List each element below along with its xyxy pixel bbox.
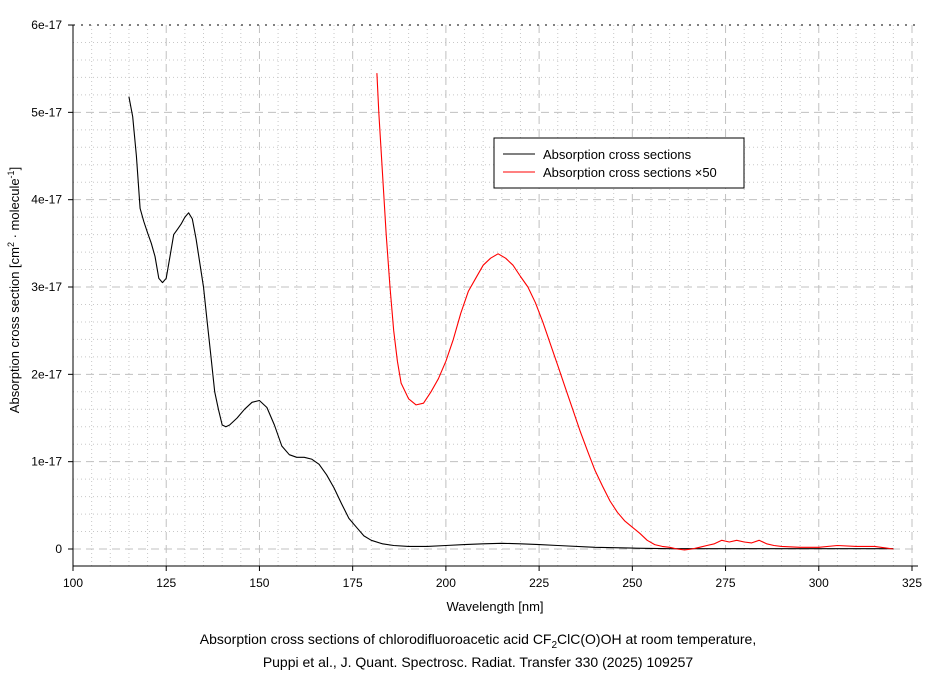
series-lines xyxy=(128,73,894,551)
caption-line-1: Absorption cross sections of chlorodiflu… xyxy=(200,631,756,651)
x-tick-label: 100 xyxy=(63,576,83,590)
axes xyxy=(72,24,918,567)
x-axis-label: Wavelength [nm] xyxy=(446,599,543,614)
x-tick-label: 175 xyxy=(343,576,363,590)
x-tick-label: 150 xyxy=(249,576,269,590)
x-tick-label: 275 xyxy=(716,576,736,590)
series-line-x50 xyxy=(376,73,894,551)
x-tick-label: 250 xyxy=(622,576,642,590)
x-tick-label: 125 xyxy=(156,576,176,590)
caption-line-2: Puppi et al., J. Quant. Spectrosc. Radia… xyxy=(263,654,694,670)
ticks: 100 125 150 175 200 225 250 275 300 325 0 1e-17 2e-1… xyxy=(31,18,922,590)
y-tick-label: 1e-17 xyxy=(31,455,62,469)
legend-box xyxy=(493,137,745,189)
y-tick-label: 2e-17 xyxy=(31,367,62,381)
y-tick-label: 0 xyxy=(55,542,62,556)
legend-label-0: Absorption cross sections xyxy=(543,147,692,162)
x-tick-label: 225 xyxy=(529,576,549,590)
y-axis-label: Absorption cross section [cm2 · molecule… xyxy=(6,167,22,413)
grid xyxy=(73,25,918,566)
y-tick-label: 3e-17 xyxy=(31,280,62,294)
x-tick-label: 200 xyxy=(436,576,456,590)
y-tick-label: 5e-17 xyxy=(31,105,62,119)
legend: Absorption cross sections Absorption cro… xyxy=(493,137,745,189)
x-tick-label: 300 xyxy=(809,576,829,590)
y-tick-label: 4e-17 xyxy=(31,193,62,207)
legend-label-1: Absorption cross sections ×50 xyxy=(543,165,717,180)
x-tick-label: 325 xyxy=(902,576,922,590)
y-tick-label: 6e-17 xyxy=(31,18,62,32)
series-line-absorption xyxy=(128,96,894,550)
